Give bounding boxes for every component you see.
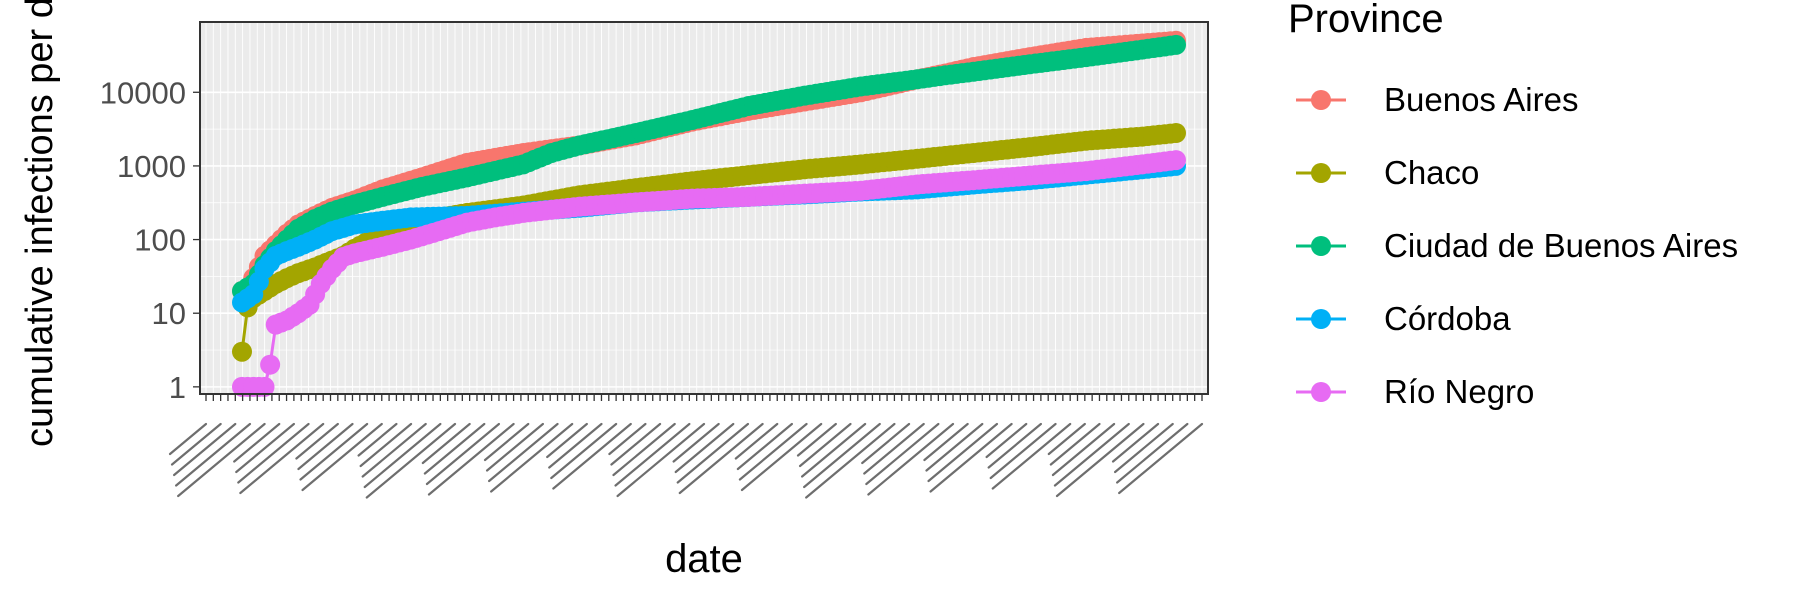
x-tick-label-mark	[483, 422, 530, 462]
x-tick-label-mark	[801, 422, 867, 478]
x-tick-label-mark	[427, 422, 515, 496]
legend-key-point	[1311, 382, 1331, 402]
y-tick-label: 1	[169, 370, 186, 405]
x-tick-label-mark	[796, 422, 837, 457]
x-tick-label-mark	[357, 422, 398, 457]
x-tick-label-mark	[925, 422, 984, 472]
legend-key-point	[1311, 163, 1331, 183]
series-points	[232, 30, 1186, 397]
x-tick-label-mark	[923, 422, 969, 462]
x-tick-label-mark	[552, 422, 632, 490]
x-tick-label-mark	[738, 422, 808, 481]
x-tick-label-mark	[610, 422, 662, 466]
x-tick-label-mark	[1111, 422, 1160, 463]
x-tick-label-mark	[488, 422, 559, 483]
series-point	[1166, 34, 1186, 55]
x-tick-label-mark	[987, 422, 1042, 469]
y-tick-label: 1000	[117, 149, 186, 184]
x-tick-label-mark	[805, 422, 896, 499]
x-tick-label-mark	[1118, 422, 1204, 495]
legend-title: Province	[1288, 0, 1444, 41]
y-axis-label: cumulative infections per day	[19, 0, 61, 447]
x-tick-label-mark	[170, 422, 222, 466]
x-tick-label-mark	[299, 422, 369, 481]
series-point	[254, 376, 275, 397]
x-tick-label-mark	[985, 422, 1028, 459]
x-tick-label-mark	[608, 422, 647, 456]
x-tick-label-mark	[1049, 422, 1101, 466]
series-point	[1166, 150, 1186, 171]
x-tick-label-mark	[168, 422, 208, 456]
x-tick-label-mark	[672, 422, 720, 463]
y-tick-label: 10000	[100, 75, 186, 110]
series-point	[1166, 122, 1186, 143]
x-tick-label-mark	[237, 422, 310, 484]
x-tick-label-mark	[929, 422, 1013, 493]
x-tick-label-mark	[674, 422, 735, 474]
x-tick-label-mark	[1116, 422, 1189, 484]
x-tick-label-mark	[365, 422, 457, 499]
x-tick-label-mark	[177, 422, 266, 498]
x-tick-label-mark	[676, 422, 750, 484]
x-tick-label-mark	[736, 422, 793, 471]
x-tick-label-mark	[989, 422, 1057, 480]
x-tick-label-mark	[740, 422, 823, 492]
x-tick-label-mark	[616, 422, 706, 498]
x-tick-label-mark	[867, 422, 955, 496]
x-tick-label-mark	[861, 422, 911, 465]
y-tick-label: 100	[134, 223, 186, 258]
legend-label: Buenos Aires	[1384, 81, 1578, 118]
legend-items: Buenos Aires Chaco Ciudad de Buenos Aires C…	[1296, 81, 1738, 410]
series-point	[232, 341, 252, 362]
x-tick-label-mark	[1051, 422, 1116, 477]
series-point	[260, 354, 281, 375]
x-tick-label-mark	[1047, 422, 1086, 456]
x-tick-label-mark	[425, 422, 501, 486]
x-tick-label-mark	[175, 422, 252, 487]
x-tick-label-mark	[1055, 422, 1145, 498]
x-tick-label-mark	[927, 422, 999, 483]
x-tick-label-mark	[172, 422, 237, 477]
x-tick-label-mark	[991, 422, 1072, 490]
x-tick-label-mark	[798, 422, 852, 468]
x-tick-label-mark	[421, 422, 471, 465]
x-tick-label-mark	[734, 422, 779, 460]
legend-key-point	[1311, 236, 1331, 256]
legend-label: Chaco	[1384, 154, 1479, 191]
x-axis	[168, 394, 1204, 499]
x-tick-label-mark	[865, 422, 940, 486]
x-tick-label-mark	[678, 422, 764, 495]
legend-label: Río Negro	[1384, 373, 1534, 410]
x-axis-label: date	[665, 537, 743, 581]
x-tick-label-mark	[361, 422, 427, 478]
legend-key-point	[1311, 90, 1331, 110]
x-tick-label-mark	[363, 422, 442, 489]
x-tick-label-mark	[863, 422, 925, 475]
x-tick-label-mark	[297, 422, 354, 471]
legend-key-point	[1311, 309, 1331, 329]
y-tick-label: 10	[152, 296, 186, 331]
x-tick-label-mark	[301, 422, 383, 492]
legend: Province Buenos Aires Chaco Ciudad de Buen…	[1288, 0, 1738, 410]
x-tick-label-mark	[612, 422, 676, 477]
legend-label: Ciudad de Buenos Aires	[1384, 227, 1738, 264]
x-tick-label-mark	[235, 422, 295, 474]
x-tick-label-mark	[490, 422, 574, 493]
x-tick-label-mark	[546, 422, 588, 459]
x-tick-label-mark	[423, 422, 486, 475]
x-tick-label-mark	[295, 422, 339, 460]
x-tick-label-mark	[485, 422, 544, 472]
x-tick-label-mark	[359, 422, 413, 468]
x-tick-label-mark	[548, 422, 603, 469]
x-tick-label-mark	[1114, 422, 1174, 474]
x-tick-label-mark	[239, 422, 325, 495]
legend-label: Córdoba	[1384, 300, 1511, 337]
x-tick-label-mark	[550, 422, 618, 480]
x-tick-label-mark	[803, 422, 881, 489]
y-axis: 1 10 100 1000 10000	[100, 75, 200, 405]
x-tick-label-mark	[1053, 422, 1130, 487]
x-tick-label-mark	[614, 422, 691, 487]
x-tick-label-mark	[233, 422, 281, 463]
